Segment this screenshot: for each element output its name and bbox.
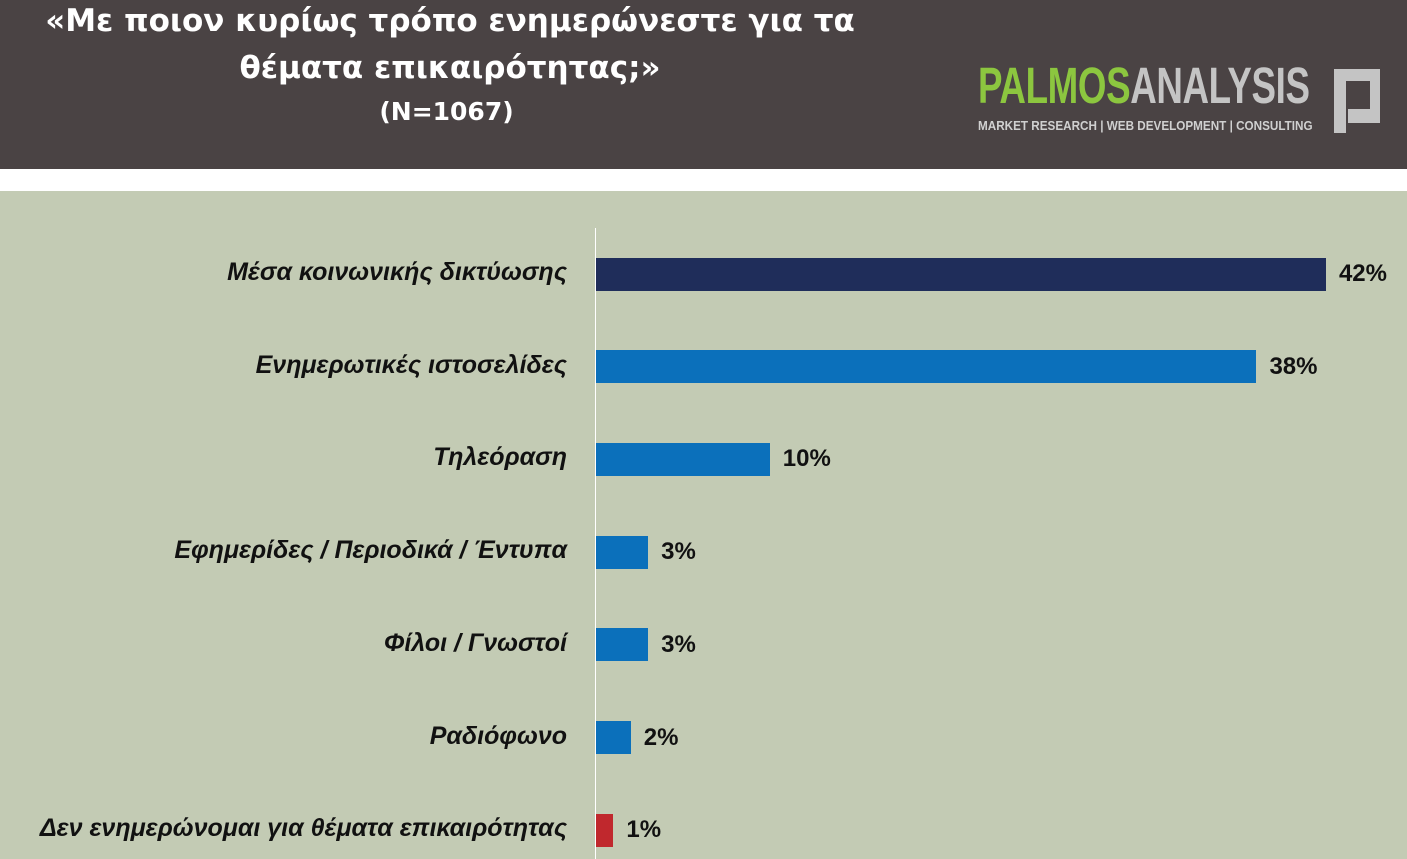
logo-word-palmos: PALMOS — [978, 57, 1131, 114]
category-label: Μέσα κοινωνικής δικτύωσης — [227, 258, 567, 286]
header-banner: «Με ποιον κυρίως τρόπο ενημερώνεστε για … — [0, 0, 1407, 169]
value-label: 10% — [782, 445, 831, 473]
category-label: Εφημερίδες / Περιοδικά / Έντυπα — [174, 536, 567, 565]
logo-tagline: MARKET RESEARCH | WEB DEVELOPMENT | CONS… — [978, 118, 1313, 133]
logo-bracket-mark-icon — [1334, 69, 1380, 133]
bar — [596, 535, 649, 569]
bar — [596, 721, 631, 754]
category-label: Ενημερωτικές ιστοσελίδες — [255, 350, 567, 379]
logo-wordmark: PALMOSANALYSIS — [978, 60, 1310, 111]
palmos-analysis-logo: PALMOSANALYSIS MARKET RESEARCH | WEB DEV… — [978, 60, 1398, 146]
category-label: Δεν ενημερώνομαι για θέματα επικαιρότητα… — [39, 814, 567, 843]
category-label: Φίλοι / Γνωστοί — [383, 628, 567, 657]
value-label: 2% — [643, 723, 679, 751]
sample-size-subtitle: (N=1067) — [379, 97, 514, 126]
category-axis-line — [595, 228, 596, 859]
bar — [596, 813, 614, 847]
bar — [596, 442, 770, 476]
value-label: 42% — [1338, 260, 1387, 287]
value-label: 1% — [626, 816, 662, 844]
chart-title-line-2: θέματα επικαιρότητας;» — [239, 50, 661, 86]
category-label: Ραδιόφωνο — [429, 721, 567, 750]
category-label: Τηλεόραση — [433, 443, 567, 472]
value-label: 3% — [661, 538, 696, 566]
bar — [596, 350, 1257, 384]
logo-word-analysis: ANALYSIS — [1130, 57, 1310, 114]
header-separator — [0, 169, 1407, 191]
value-label: 3% — [661, 630, 696, 658]
value-label: 38% — [1269, 352, 1318, 380]
chart-plot-area — [0, 191, 1407, 859]
chart-title-line-1: «Με ποιον κυρίως τρόπο ενημερώνεστε για … — [45, 3, 855, 39]
bar — [596, 628, 649, 662]
bar — [596, 257, 1326, 291]
